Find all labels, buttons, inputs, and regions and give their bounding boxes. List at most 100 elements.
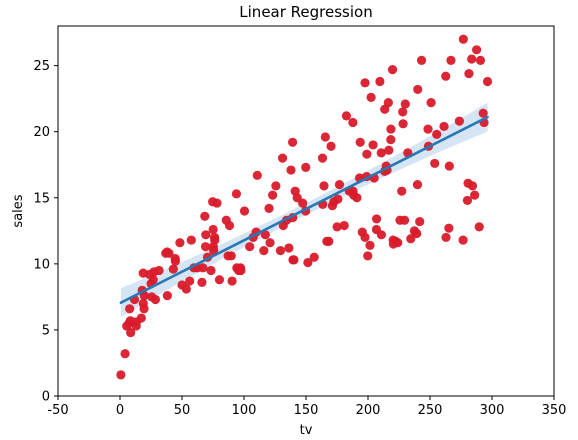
data-point [444,161,454,171]
data-point [148,275,158,285]
data-point [224,220,235,231]
data-point [301,162,311,172]
data-point [441,232,451,243]
data-point [467,181,478,191]
data-point [309,252,319,262]
y-tick-label: 5 [42,323,50,338]
x-tick-label: 0 [116,403,124,418]
data-point [150,294,161,305]
data-point [239,206,250,216]
data-point [458,34,468,44]
x-tick-label: 100 [232,403,257,418]
data-point [397,186,407,196]
data-point [236,265,246,276]
x-tick-label: 300 [480,403,505,418]
data-point [446,55,456,65]
data-point [185,276,195,286]
data-point [371,214,382,224]
data-point [415,216,425,227]
data-point [444,223,454,233]
data-point [430,158,440,169]
x-tick-label: 150 [294,403,319,418]
data-point [136,313,146,323]
data-point [393,238,403,248]
regression-line [119,115,489,304]
data-point [467,54,477,64]
x-tick-label: 200 [356,403,381,418]
y-tick-label: 0 [42,390,50,405]
x-axis-ticks: -50 0 50 100 150 200 250 300 350 [47,396,566,418]
data-point [365,240,375,250]
data-point [271,181,281,191]
data-point [383,98,393,108]
data-point [200,211,210,221]
data-point [326,141,336,151]
data-point [139,304,149,314]
regression-line-layer [119,115,489,304]
data-point [175,238,185,248]
data-point [439,121,449,132]
y-axis-label: sales [11,194,26,227]
x-tick-label: 50 [174,403,191,418]
data-point [260,230,270,240]
data-point [375,76,385,87]
x-tick-label: 250 [418,403,443,418]
y-tick-label: 10 [33,257,50,272]
data-point [412,179,423,190]
data-point [454,116,464,126]
data-point [398,119,408,129]
data-point [386,135,396,145]
data-point [366,92,376,102]
data-point [197,277,207,287]
data-point [412,228,422,239]
data-point [339,220,349,231]
data-point [231,189,242,199]
data-point [206,265,216,276]
data-point [406,234,416,244]
data-point [259,246,269,256]
x-tick-label: -50 [47,403,68,418]
data-point [462,195,473,206]
data-point [284,243,294,253]
data-point [298,198,308,208]
data-point [426,98,436,108]
data-point [478,108,488,118]
data-point [341,111,352,121]
data-point [320,132,330,142]
data-point [324,236,334,246]
data-point [348,117,358,128]
data-point [209,246,219,256]
data-point [288,137,298,147]
data-point [441,71,451,81]
data-point [201,230,211,240]
chart-title: Linear Regression [239,3,372,21]
data-point [398,107,408,117]
data-point [423,124,433,134]
data-point [352,193,362,203]
data-point [170,256,181,266]
data-point [125,304,135,314]
data-point [416,55,427,65]
y-tick-label: 20 [33,125,50,140]
data-point [482,76,493,87]
data-point [268,190,278,200]
x-tick-label: 350 [542,403,567,418]
data-point [413,84,423,95]
data-point [458,235,468,245]
data-point [303,257,313,268]
data-point [116,370,126,380]
data-point [368,140,378,150]
data-point [475,55,486,65]
data-point [275,246,286,256]
data-point [472,45,482,55]
y-tick-label: 25 [33,59,50,74]
data-point [363,251,373,261]
data-point [289,255,299,265]
y-tick-label: 15 [33,191,50,206]
y-axis-ticks: 0 5 10 15 20 25 [33,59,58,405]
data-point [399,215,410,225]
data-point [464,68,474,79]
data-point [387,65,398,75]
data-point [360,232,370,243]
data-point [252,170,262,180]
